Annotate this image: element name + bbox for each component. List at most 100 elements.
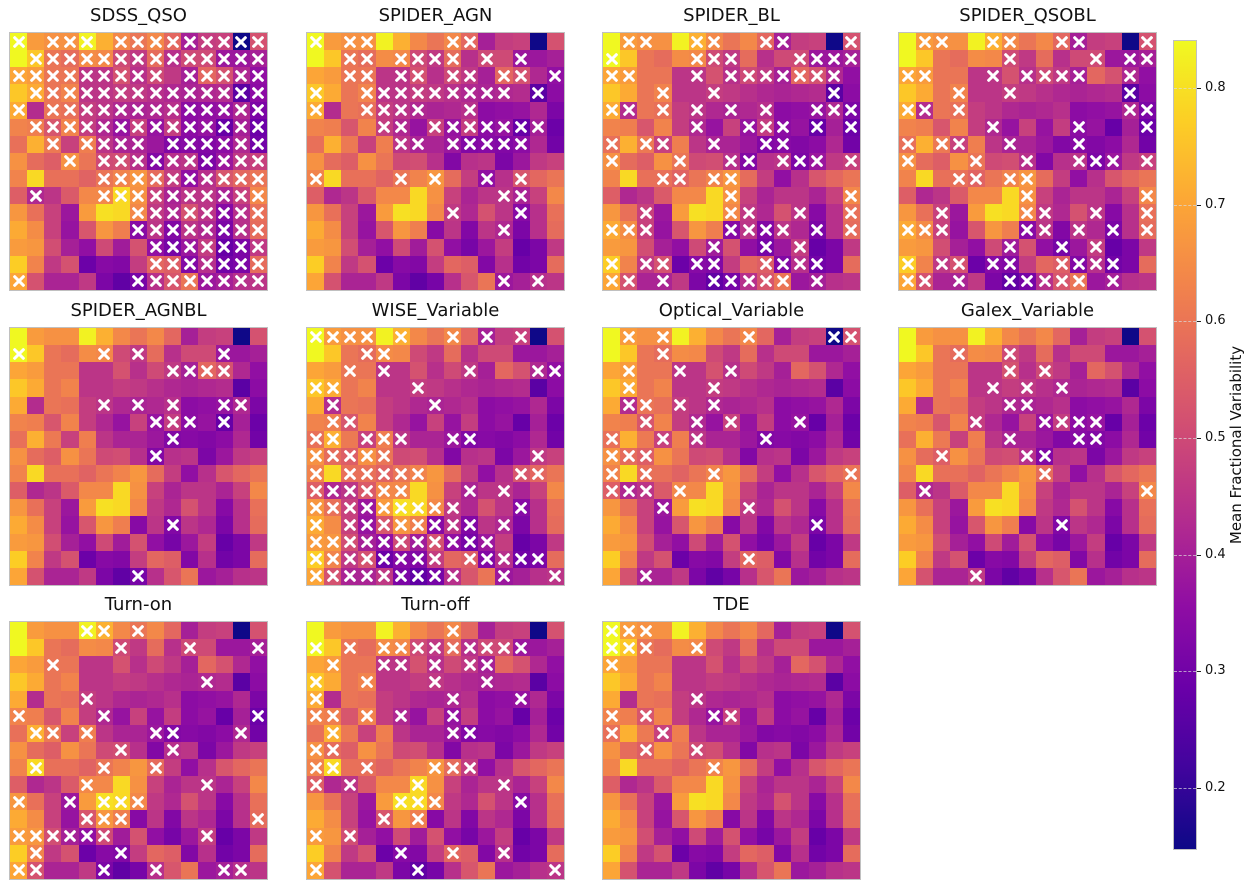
som-node-marked [341, 50, 359, 68]
som-node-marked [375, 430, 393, 448]
som-node-marked [426, 567, 445, 585]
som-node [740, 135, 758, 153]
som-node [842, 622, 860, 640]
som-node [215, 622, 233, 640]
som-node [426, 810, 445, 828]
som-node [375, 673, 393, 691]
som-node [529, 101, 547, 119]
som-node [392, 221, 410, 239]
som-node-marked [740, 550, 758, 568]
som-node-marked [61, 67, 79, 85]
som-node [791, 622, 809, 640]
som-node [341, 170, 359, 188]
som-node [1070, 396, 1088, 414]
som-node [722, 345, 741, 363]
som-node [198, 639, 216, 657]
som-node [1087, 170, 1105, 188]
som-node [620, 516, 638, 534]
som-node [461, 221, 479, 239]
som-node [61, 759, 79, 777]
som-node [307, 187, 325, 205]
som-node-marked [495, 272, 513, 290]
som-node [10, 447, 28, 466]
som-node-marked [444, 516, 462, 534]
som-node [603, 516, 621, 534]
som-node [512, 861, 530, 879]
som-node-marked [249, 67, 267, 85]
som-node-marked [461, 724, 479, 742]
som-node-marked [129, 187, 148, 205]
som-node [426, 362, 445, 380]
som-node [409, 844, 427, 862]
som-node [808, 396, 826, 414]
som-node-marked [147, 272, 165, 290]
som-node [637, 118, 655, 136]
som-node [546, 844, 564, 862]
som-node [1053, 499, 1071, 517]
som-node-marked [358, 101, 376, 119]
som-node [1036, 499, 1054, 517]
som-node-marked [461, 118, 479, 136]
som-node [740, 170, 758, 188]
som-node-marked [916, 221, 934, 239]
som-node [409, 33, 427, 51]
som-node [341, 861, 359, 879]
som-node [791, 827, 809, 845]
som-node [791, 84, 809, 102]
som-node [232, 328, 250, 346]
som-node [791, 482, 809, 500]
som-node [478, 204, 496, 222]
som-node [215, 741, 233, 760]
som-node-marked [791, 50, 809, 68]
som-node [654, 793, 672, 811]
som-node [10, 379, 28, 397]
som-node [78, 533, 96, 551]
som-node [740, 84, 758, 102]
som-node [774, 447, 792, 466]
som-node [495, 827, 513, 845]
som-node [61, 567, 79, 585]
som-node [215, 844, 233, 862]
som-node [722, 759, 741, 777]
som-node [95, 33, 113, 51]
som-node [603, 84, 621, 102]
som-node [967, 255, 985, 273]
som-node [705, 639, 723, 657]
som-node [478, 482, 496, 500]
som-node [546, 413, 564, 431]
som-node [1053, 567, 1071, 585]
som-node [95, 516, 113, 534]
som-node [1104, 516, 1122, 534]
som-node-marked [740, 221, 758, 239]
som-node [164, 759, 182, 777]
som-node-marked [637, 741, 655, 760]
som-node-marked [637, 639, 655, 657]
som-node-marked [198, 170, 216, 188]
som-node [375, 413, 393, 431]
som-node [215, 707, 233, 725]
som-node [722, 844, 741, 862]
som-node [1070, 379, 1088, 397]
som-node [324, 152, 342, 171]
som-node-marked [1001, 362, 1019, 380]
som-node [916, 550, 934, 568]
som-node [791, 396, 809, 414]
som-node [740, 759, 758, 777]
som-node-marked [112, 793, 130, 811]
som-node [461, 152, 479, 171]
som-node [78, 759, 96, 777]
som-node [27, 482, 45, 500]
som-node [27, 673, 45, 691]
som-node [825, 499, 843, 517]
som-node [705, 67, 723, 85]
som-node [249, 413, 267, 431]
som-node [512, 238, 530, 256]
som-node [1121, 328, 1139, 346]
som-node [1121, 482, 1139, 500]
som-node-marked [129, 50, 148, 68]
som-node [654, 465, 672, 483]
som-node [478, 272, 496, 290]
som-node-marked [637, 135, 655, 153]
som-node [671, 101, 689, 119]
som-node [825, 533, 843, 551]
